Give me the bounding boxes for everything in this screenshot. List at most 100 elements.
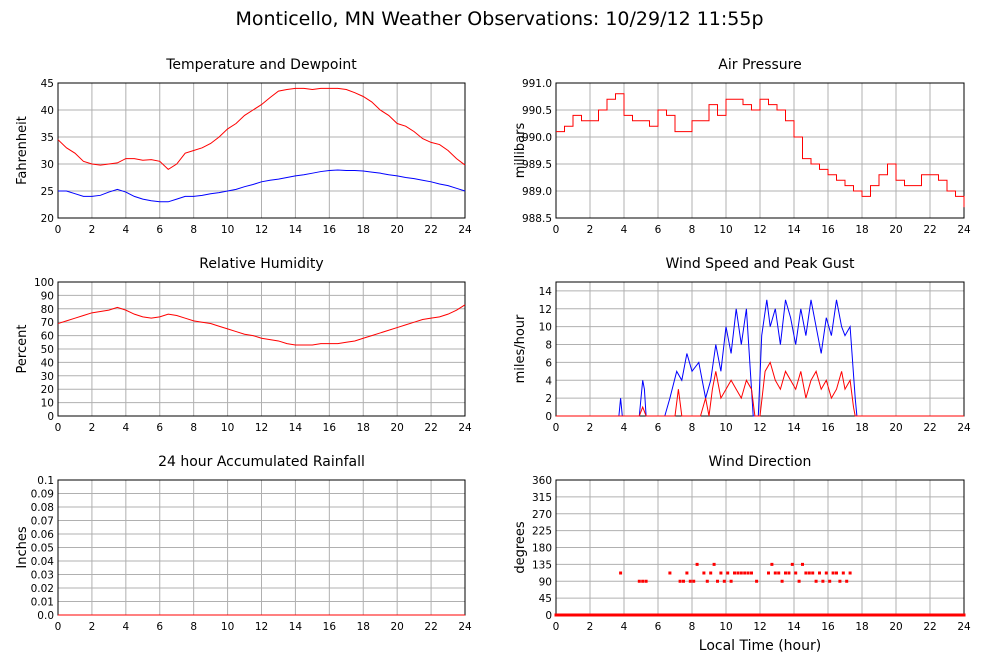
y-tick-label: 0.1 <box>37 475 54 487</box>
y-tick-label: 90 <box>539 576 552 588</box>
x-tick-label: 18 <box>357 422 370 434</box>
wind-direction-panel: 0 2 4 6 8 10 12 14 16 18 20 22 240459013518022527031… <box>513 454 971 654</box>
y-tick-label: 35 <box>41 132 54 144</box>
direction-point <box>804 571 808 575</box>
direction-point <box>716 579 719 583</box>
x-tick-label: 22 <box>424 224 437 236</box>
direction-point <box>811 571 815 575</box>
x-tick-label: 8 <box>190 422 197 434</box>
x-tick-label: 16 <box>323 224 337 236</box>
y-tick-label: 70 <box>41 317 54 329</box>
direction-point <box>733 571 736 575</box>
y-tick-label: 0.03 <box>31 570 54 582</box>
x-axis-label: Local Time (hour) <box>699 638 821 654</box>
direction-point <box>818 571 821 575</box>
panel-title: Relative Humidity <box>199 256 323 272</box>
x-tick-label: 24 <box>957 621 971 633</box>
direction-point <box>835 571 838 575</box>
direction-point <box>682 579 685 583</box>
y-axis-label: Fahrenheit <box>15 116 30 185</box>
y-tick-label: 989.5 <box>522 159 552 171</box>
direction-point <box>797 579 801 583</box>
x-tick-label: 2 <box>587 224 594 236</box>
x-tick-label: 20 <box>889 621 902 633</box>
x-tick-label: 8 <box>190 621 197 633</box>
x-tick-label: 6 <box>156 621 163 633</box>
x-tick-label: 24 <box>957 224 971 236</box>
direction-point <box>750 571 753 575</box>
x-tick-label: 10 <box>221 621 234 633</box>
x-tick-label: 4 <box>122 621 129 633</box>
direction-point <box>770 562 774 566</box>
y-tick-label: 40 <box>41 105 54 117</box>
x-tick-label: 14 <box>289 224 303 236</box>
x-tick-label: 0 <box>55 422 62 434</box>
x-tick-label: 0 <box>55 621 62 633</box>
y-tick-label: 20 <box>41 384 54 396</box>
y-tick-label: 0.09 <box>31 489 54 501</box>
x-tick-label: 10 <box>221 224 234 236</box>
x-tick-label: 24 <box>458 224 472 236</box>
y-tick-label: 14 <box>539 286 553 298</box>
direction-point <box>743 571 747 575</box>
x-tick-label: 4 <box>122 224 129 236</box>
direction-point <box>767 571 770 575</box>
y-tick-label: 135 <box>532 559 552 571</box>
direction-point <box>702 571 706 575</box>
x-tick-label: 8 <box>689 224 696 236</box>
x-tick-label: 22 <box>923 621 936 633</box>
y-tick-label: 0.04 <box>31 556 55 568</box>
panel-title: Wind Speed and Peak Gust <box>666 256 855 272</box>
direction-point <box>746 571 750 575</box>
y-tick-label: 50 <box>41 344 54 356</box>
x-tick-label: 12 <box>255 621 268 633</box>
y-tick-label: 80 <box>41 304 54 316</box>
x-tick-label: 20 <box>889 224 902 236</box>
y-tick-label: 270 <box>532 509 552 521</box>
direction-point <box>619 571 623 575</box>
direction-point <box>739 571 743 575</box>
x-tick-label: 16 <box>821 224 835 236</box>
x-tick-label: 10 <box>221 422 234 434</box>
y-tick-label: 0.08 <box>31 502 54 514</box>
y-tick-label: 100 <box>34 277 54 289</box>
x-tick-label: 12 <box>753 422 766 434</box>
direction-point <box>726 571 730 575</box>
x-tick-label: 6 <box>655 224 662 236</box>
x-tick-label: 14 <box>787 621 801 633</box>
y-tick-label: 988.5 <box>522 213 552 225</box>
x-tick-label: 14 <box>787 224 801 236</box>
y-axis-label: miles/hour <box>513 314 528 383</box>
panel-title: 24 hour Accumulated Rainfall <box>158 454 365 470</box>
x-tick-label: 16 <box>323 422 337 434</box>
direction-point <box>688 579 692 583</box>
direction-point <box>848 571 852 575</box>
direction-point <box>790 562 794 566</box>
series-line <box>57 304 466 346</box>
y-tick-label: 40 <box>41 357 54 369</box>
direction-point <box>824 571 828 575</box>
direction-point <box>807 571 811 575</box>
y-tick-label: 12 <box>539 304 552 316</box>
plot-frame <box>57 82 466 219</box>
x-tick-label: 4 <box>621 224 628 236</box>
x-tick-label: 14 <box>289 422 303 434</box>
direction-point <box>838 579 842 583</box>
y-tick-label: 0 <box>545 411 552 423</box>
y-tick-label: 0 <box>47 411 54 423</box>
direction-point <box>780 579 784 583</box>
y-tick-label: 225 <box>532 526 552 538</box>
direction-point <box>845 579 849 583</box>
y-tick-label: 20 <box>41 213 54 225</box>
x-tick-label: 22 <box>923 224 936 236</box>
x-tick-label: 8 <box>689 422 696 434</box>
x-tick-label: 16 <box>821 422 835 434</box>
direction-point <box>777 571 781 575</box>
y-tick-label: 180 <box>532 543 552 555</box>
y-tick-label: 0.05 <box>31 543 54 555</box>
direction-point <box>828 579 832 583</box>
air-pressure-panel: 0 2 4 6 8 10 12 14 16 18 20 22 24988.5989.0989.5990.… <box>513 57 971 236</box>
x-tick-label: 16 <box>323 621 337 633</box>
x-tick-label: 18 <box>855 621 868 633</box>
